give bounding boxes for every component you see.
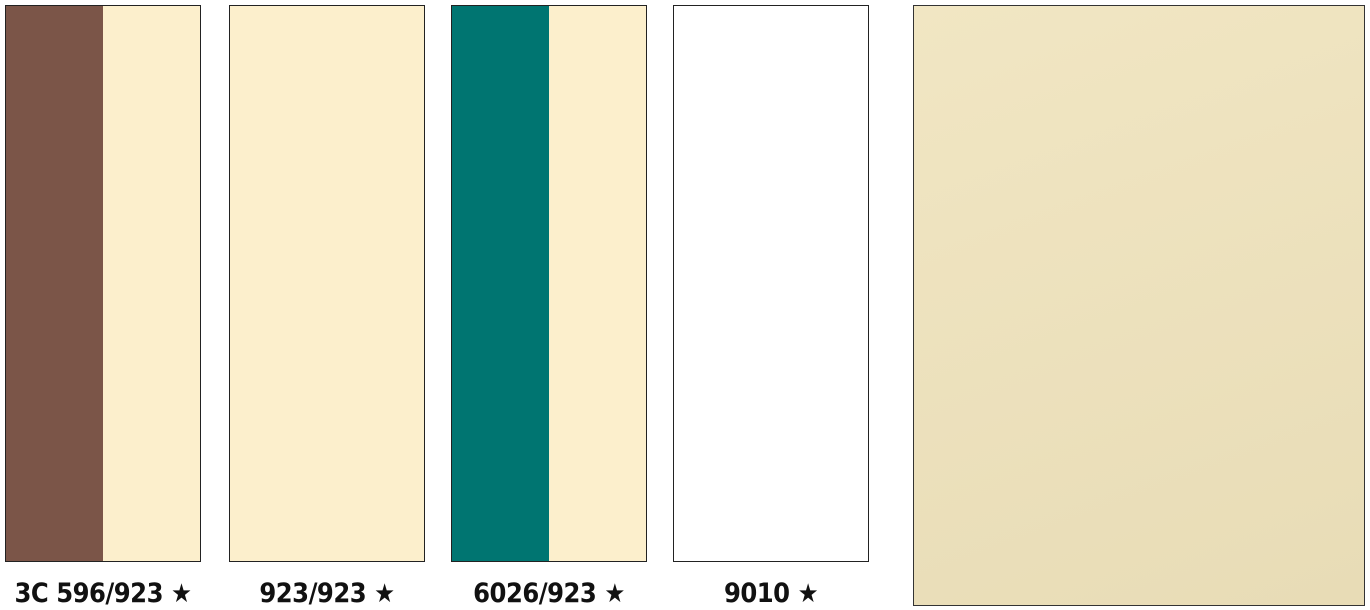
star-icon: ★	[170, 579, 192, 609]
color-swatch-6026-923	[451, 5, 647, 562]
swatch-color	[230, 6, 424, 561]
swatch-code: 6026/923	[473, 578, 597, 609]
swatch-label: 923/923 ★	[229, 578, 425, 609]
material-sample-panel	[913, 5, 1365, 606]
swatch-right-color	[103, 6, 200, 561]
star-icon: ★	[797, 579, 819, 609]
swatch-code: 3C 596/923	[14, 578, 164, 609]
swatch-left-color	[6, 6, 103, 561]
swatch-code: 923/923	[259, 578, 367, 609]
swatch-label: 9010 ★	[673, 578, 869, 609]
swatch-label: 3C 596/923 ★	[5, 578, 201, 609]
color-swatch-923-923	[229, 5, 425, 562]
swatch-color	[674, 6, 868, 561]
star-icon: ★	[604, 579, 625, 609]
swatch-right-color	[549, 6, 646, 561]
swatch-label: 6026/923 ★	[451, 578, 647, 609]
swatch-left-color	[452, 6, 549, 561]
color-swatch-9010	[673, 5, 869, 562]
star-icon: ★	[374, 579, 395, 609]
color-swatch-3c-596-923	[5, 5, 201, 562]
swatch-code: 9010	[723, 578, 790, 609]
